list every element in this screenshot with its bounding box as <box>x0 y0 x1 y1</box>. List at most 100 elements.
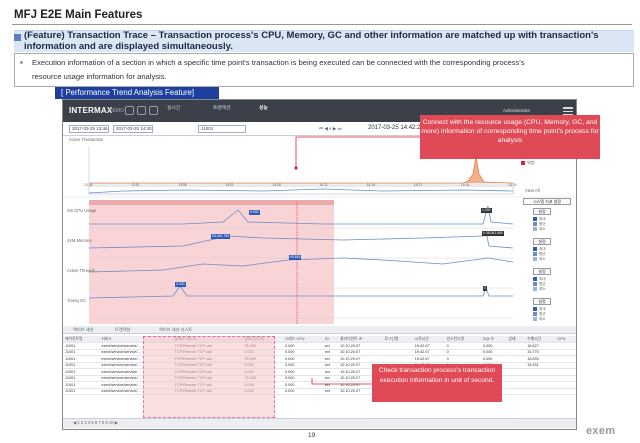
table-cell: 0.000 <box>282 349 323 356</box>
panel-peak-label: 93,062,705 <box>211 234 230 239</box>
nav-performance[interactable]: 성능 <box>259 106 268 111</box>
panel-setting-button[interactable]: 설정 <box>533 268 551 275</box>
pager-page[interactable]: 7 <box>98 420 102 425</box>
time-tick-label: 14:21 <box>413 183 423 187</box>
pager-prev-icon[interactable]: ◀ <box>73 420 78 425</box>
pager-page[interactable]: 9 <box>105 420 109 425</box>
nav-transaction[interactable]: 트랜잭션 <box>213 106 231 111</box>
table-cell <box>525 388 556 395</box>
table-cell <box>506 388 526 395</box>
table-cell: execl/service/service/... <box>99 342 173 350</box>
pager-page[interactable]: 5 <box>91 420 95 425</box>
table-header-cell[interactable]: 서비스 <box>99 336 173 343</box>
time-tick-label: 14:06 <box>272 183 281 187</box>
folder-icon[interactable] <box>149 106 158 115</box>
performance-panels: 시스템 지표 설정 OS CPU Usage 5.900 1.000 설정 최대 평균 최소… <box>63 198 576 326</box>
panel-series-line <box>88 285 513 299</box>
overview-brush[interactable] <box>88 185 514 195</box>
table-cell <box>382 342 413 350</box>
active-tx-area <box>89 155 514 184</box>
current-timestamp: 2017-03-25 14:42:24 <box>368 125 424 131</box>
table-header-cell[interactable]: 상태 <box>506 336 526 343</box>
playback-controls[interactable]: ⏮ ◀ ⏸ ▶ ⏭ <box>319 126 342 131</box>
nav-realtime[interactable]: 실시간 <box>167 106 181 111</box>
table-cell <box>382 355 413 363</box>
pager-page[interactable]: 10 <box>108 420 115 425</box>
table-cell: 0.000 <box>282 381 323 389</box>
date-to-input[interactable]: 2017-03-25 14:30 <box>113 125 153 133</box>
pager-page[interactable]: 8 <box>101 420 106 425</box>
table-cell <box>506 375 526 382</box>
table-cell: 19:42.67 <box>412 349 445 356</box>
table-cell: 0.000 <box>282 375 323 382</box>
hamburger-menu-icon[interactable] <box>563 105 573 116</box>
table-cell <box>506 368 526 376</box>
panel-setting-button[interactable]: 설정 <box>533 298 551 305</box>
table-cell <box>555 342 576 350</box>
time-tick-label: 14:26 <box>460 183 470 187</box>
brand-sub: DEMO <box>109 108 124 114</box>
panel-setting-button[interactable]: 설정 <box>533 238 551 245</box>
table-header-cell[interactable]: 에이전트명 <box>63 336 100 343</box>
table-cell: execl/service/service/... <box>99 368 173 376</box>
pager-next-icon[interactable]: ▶ <box>114 420 118 425</box>
table-cell <box>555 368 576 376</box>
overview-line <box>88 188 514 194</box>
table-cell: J1001 <box>63 342 100 350</box>
grid-tab-active-session[interactable]: 액티브 세션 <box>73 327 94 332</box>
pager-page[interactable]: 3 <box>84 420 88 425</box>
panel-peak-label: 69,816 <box>289 255 302 260</box>
play-icon[interactable] <box>137 106 146 115</box>
panel-setting-button[interactable]: 설정 <box>533 208 551 215</box>
table-header-cell[interactable]: 스레드 CPU <box>282 336 323 343</box>
table-header-cell[interactable]: 수행시간 <box>525 336 556 343</box>
grid-tab-session-list[interactable]: 액티브 세션 리스트 <box>159 327 193 332</box>
table-cell <box>555 362 576 369</box>
grid-tab-transaction[interactable]: 트랜잭션 <box>115 327 131 332</box>
pager-page[interactable]: 6 <box>94 420 99 425</box>
table-header-cell[interactable]: IO <box>322 336 339 343</box>
pager-page[interactable]: 4 <box>87 420 92 425</box>
callout-resource-usage: Connect with the resource usage (CPU, Me… <box>420 115 600 159</box>
panel-label: Young GC <box>67 298 87 303</box>
table-cell: 10.10.20.07 <box>338 355 383 363</box>
pager-page[interactable]: 1 <box>77 420 81 425</box>
panel-label: OS CPU Usage <box>67 208 97 213</box>
table-cell: 15.833 <box>525 355 556 363</box>
active-tx-label: Active Transaction <box>69 137 104 142</box>
table-cell: ext <box>322 362 339 369</box>
view-all-link[interactable]: View All <box>525 188 540 193</box>
table-cell: 0.000 <box>480 355 507 363</box>
table-cell: ext <box>322 381 339 389</box>
table-cell: ext <box>322 388 339 395</box>
table-header-cell[interactable]: 클라이언트 IP <box>338 336 383 343</box>
table-cell: ext <box>322 349 339 356</box>
pager[interactable]: ◀ 1 2 3 4 5 6 7 8 9 10 ▶ <box>73 420 118 425</box>
table-cell: execl/service/service/... <box>99 349 173 356</box>
table-header-cell[interactable]: 시작시간 <box>412 336 445 343</box>
document-icon[interactable] <box>125 106 134 115</box>
table-header-cell[interactable]: 인스턴스명 <box>444 336 481 343</box>
table-cell: execl/service/service/... <box>99 388 173 395</box>
pager-page[interactable]: 2 <box>80 420 85 425</box>
table-cell: J1001 <box>63 362 100 369</box>
table-cell: 0 <box>444 342 481 350</box>
highlight-tabs <box>89 200 334 205</box>
table-cell: 10.10.20.07 <box>338 342 383 350</box>
panel-legend: 최대 평균 최소 <box>533 307 546 322</box>
table-cell: J1001 <box>63 388 100 395</box>
table-header-cell[interactable]: SQL수 <box>480 336 507 343</box>
agent-filter-input[interactable]: J1001 <box>198 125 246 133</box>
system-metric-setting-button[interactable]: 시스템 지표 설정 <box>523 198 571 205</box>
panel-end-label: 1.000 <box>481 208 492 213</box>
brand-logo: INTERMAX <box>69 106 113 115</box>
table-header-cell[interactable]: 로그인명 <box>382 336 413 343</box>
table-cell <box>555 381 576 389</box>
panel-label: JVM Memory <box>67 238 92 243</box>
table-header-cell[interactable]: CPU <box>555 336 576 343</box>
user-name[interactable]: Administrator <box>503 108 531 113</box>
table-cell: execl/service/service/... <box>99 381 173 389</box>
table-cell: 0.000 <box>480 349 507 356</box>
date-from-input[interactable]: 2017-03-25 13:46 <box>69 125 109 133</box>
